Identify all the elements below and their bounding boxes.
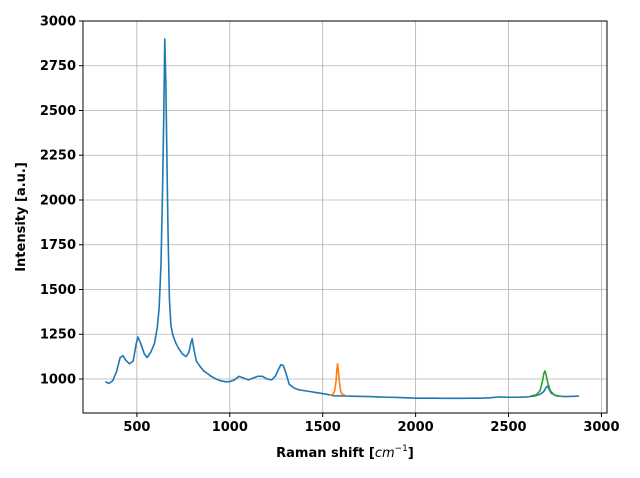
x-axis-label: Raman shift [cm−1] — [276, 444, 414, 461]
y-ticks: 1000 1250 1500 1750 2000 2250 2500 2750 3000 — [40, 15, 83, 387]
grid — [83, 20, 607, 413]
series-layer — [104, 38, 580, 400]
y-tick-label: 1500 — [40, 283, 76, 298]
x-tick-label: 1500 — [305, 420, 341, 435]
y-tick-label: 1750 — [40, 238, 76, 253]
x-axis-label-text: Raman shift [ — [276, 446, 375, 461]
x-ticks: 500 1000 1500 2000 2500 3000 — [123, 413, 620, 435]
plot-frame — [82, 20, 608, 414]
series-line-2 — [530, 370, 563, 398]
y-tick-label: 3000 — [40, 15, 76, 30]
series-line-0 — [104, 38, 580, 400]
y-tick-label: 2000 — [40, 193, 76, 208]
x-axis-label-close: ] — [408, 446, 414, 461]
series-line-1 — [329, 362, 346, 396]
y-axis-label: Intensity [a.u.] — [14, 162, 29, 272]
y-tick-label: 2250 — [40, 149, 76, 164]
x-axis-label-unit: cm — [375, 446, 395, 461]
x-tick-label: 500 — [123, 420, 150, 435]
x-tick-label: 3000 — [583, 420, 619, 435]
y-tick-label: 2750 — [40, 59, 76, 74]
y-tick-label: 1250 — [40, 328, 76, 343]
x-tick-label: 2000 — [398, 420, 434, 435]
y-tick-label: 2500 — [40, 104, 76, 119]
y-tick-label: 1000 — [40, 372, 76, 387]
x-tick-label: 1000 — [212, 420, 248, 435]
x-axis-label-exponent: −1 — [395, 444, 408, 454]
x-tick-label: 2500 — [490, 420, 526, 435]
